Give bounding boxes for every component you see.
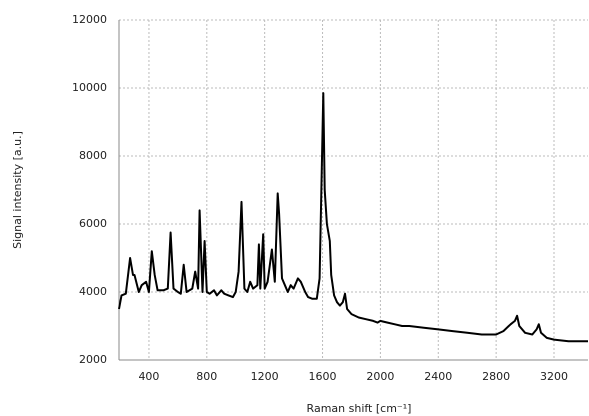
x-tick-label: 2800 bbox=[482, 370, 510, 383]
x-axis-label: Raman shift [cm⁻¹] bbox=[307, 402, 412, 415]
x-tick-label: 1200 bbox=[251, 370, 279, 383]
x-tick-label: 1600 bbox=[309, 370, 337, 383]
x-tick-label: 400 bbox=[138, 370, 159, 383]
x-tick-label: 800 bbox=[196, 370, 217, 383]
x-tick-label: 2000 bbox=[366, 370, 394, 383]
y-tick-label: 8000 bbox=[79, 149, 107, 162]
y-tick-label: 2000 bbox=[79, 353, 107, 366]
y-tick-label: 12000 bbox=[72, 13, 107, 26]
y-tick-label: 10000 bbox=[72, 81, 107, 94]
y-tick-label: 4000 bbox=[79, 285, 107, 298]
x-tick-label: 2400 bbox=[424, 370, 452, 383]
y-axis-label: Signal intensity [a.u.] bbox=[11, 131, 24, 249]
data-line bbox=[118, 92, 588, 343]
y-tick-label: 6000 bbox=[79, 217, 107, 230]
x-tick-label: 3200 bbox=[540, 370, 568, 383]
